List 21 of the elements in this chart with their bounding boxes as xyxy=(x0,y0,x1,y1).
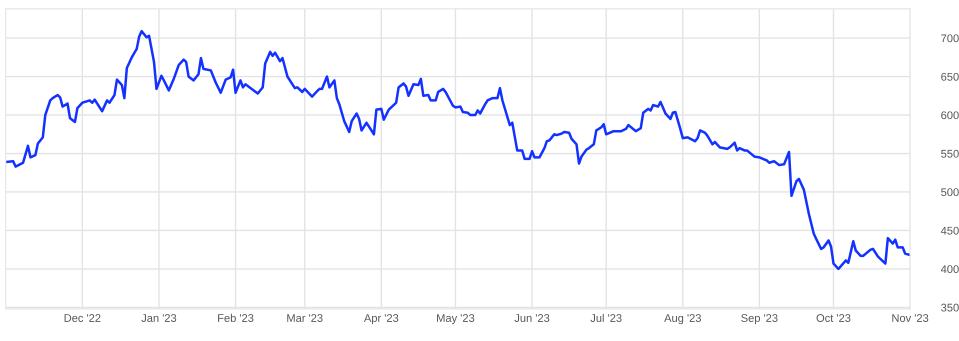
y-tick-label: 350 xyxy=(941,304,959,312)
x-tick-label: Jun '23 xyxy=(514,314,550,322)
y-tick-label: 550 xyxy=(941,150,959,158)
x-tick-label: Jul '23 xyxy=(590,314,622,322)
y-tick-label: 650 xyxy=(941,72,959,81)
x-tick-label: Nov '23 xyxy=(892,314,928,322)
y-tick-label: 500 xyxy=(941,188,959,196)
x-tick-label: Jan '23 xyxy=(141,314,176,322)
x-tick-label: Mar '23 xyxy=(287,314,323,322)
x-tick-label: Apr '23 xyxy=(364,314,398,324)
y-tick-label: 700 xyxy=(941,34,959,42)
x-tick-label: Sep '23 xyxy=(741,314,778,324)
x-tick-label: May '23 xyxy=(437,314,474,324)
x-tick-label: Oct '23 xyxy=(816,314,850,322)
y-tick-label: 400 xyxy=(940,265,959,274)
x-tick-label: Feb '23 xyxy=(218,314,254,322)
x-tick-label: Aug '23 xyxy=(664,314,701,324)
y-tick-label: 600 xyxy=(941,111,959,120)
x-tick-label: Dec '22 xyxy=(64,314,100,322)
line-series xyxy=(6,30,910,270)
y-tick-label: 450 xyxy=(940,226,959,235)
